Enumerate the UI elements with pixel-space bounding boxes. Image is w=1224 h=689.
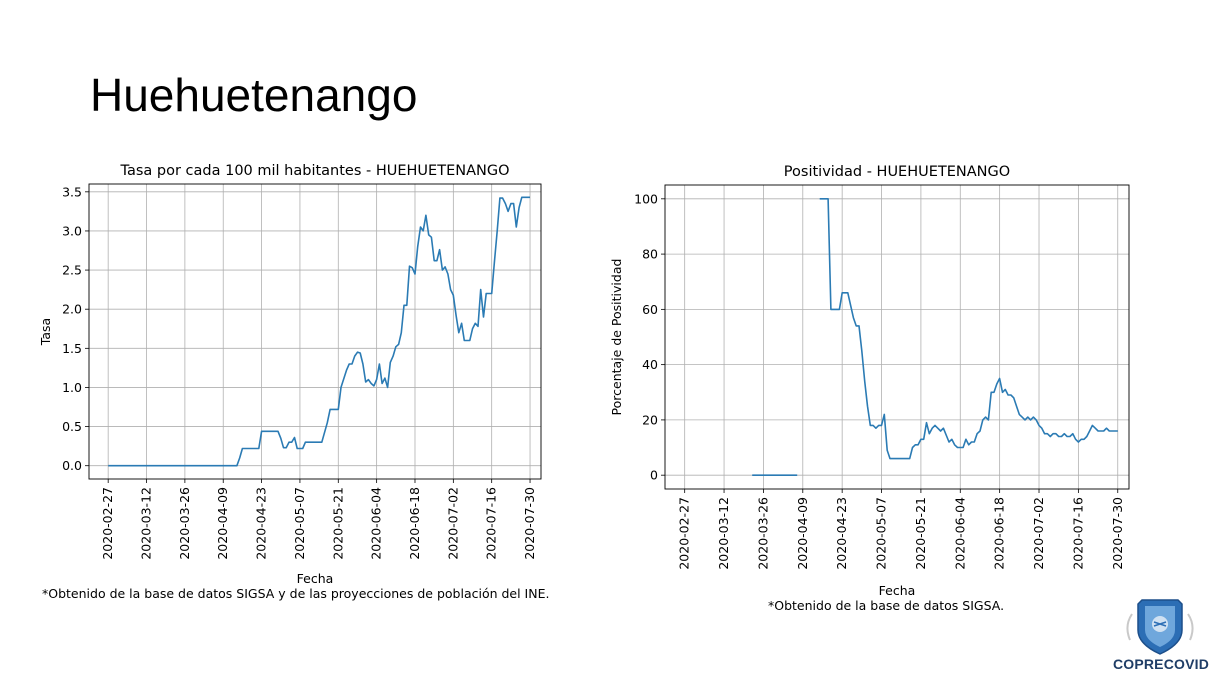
plot-frame	[664, 184, 1130, 490]
y-axis-label: Tasa	[38, 318, 53, 346]
x-tick-label: 2020-04-09	[795, 497, 810, 570]
coprecovid-shield-logo	[1126, 599, 1194, 655]
x-axis-label: Fecha	[297, 571, 334, 586]
y-tick-label: 2.5	[62, 263, 82, 278]
slide-title: Huehuetenango	[90, 69, 418, 121]
x-tick-label: 2020-06-18	[407, 487, 422, 560]
x-tick-label: 2020-07-16	[484, 487, 499, 560]
y-tick-label: 20	[642, 412, 658, 427]
y-tick-label: 80	[642, 247, 658, 262]
source-note-left: *Obtenido de la base de datos SIGSA y de…	[42, 586, 550, 601]
y-tick-label: 60	[642, 302, 658, 317]
x-tick-label: 2020-04-23	[254, 487, 269, 560]
y-tick-label: 3.0	[62, 223, 82, 238]
y-tick-label: 40	[642, 357, 658, 372]
x-tick-label: 2020-03-26	[177, 487, 192, 560]
y-tick-label: 3.5	[62, 184, 82, 199]
x-tick-label: 2020-04-09	[215, 487, 230, 560]
x-tick-label: 2020-07-02	[1031, 497, 1046, 570]
brand-name: COPRECOVID	[1112, 656, 1210, 672]
x-tick-label: 2020-06-18	[992, 497, 1007, 570]
x-tick-label: 2020-02-27	[677, 497, 692, 570]
x-tick-label: 2020-03-12	[139, 487, 154, 560]
x-tick-label: 2020-06-04	[952, 497, 967, 570]
chart-title: Tasa por cada 100 mil habitantes - HUEHU…	[120, 163, 510, 179]
source-note-right: *Obtenido de la base de datos SIGSA.	[768, 598, 1005, 613]
y-tick-label: 0.0	[62, 458, 82, 473]
y-tick-label: 1.0	[62, 380, 82, 395]
x-axis-label: Fecha	[879, 583, 916, 598]
y-tick-label: 100	[634, 191, 658, 206]
x-tick-label: 2020-07-02	[445, 487, 460, 560]
x-tick-label: 2020-05-07	[874, 497, 889, 570]
x-tick-label: 2020-03-12	[716, 497, 731, 570]
x-tick-label: 2020-05-07	[292, 487, 307, 560]
x-tick-label: 2020-05-21	[330, 487, 345, 560]
y-tick-label: 0.5	[62, 419, 82, 434]
y-tick-label: 0	[650, 468, 658, 483]
y-tick-label: 1.5	[62, 341, 82, 356]
x-tick-label: 2020-07-30	[522, 487, 537, 560]
x-tick-label: 2020-07-30	[1110, 497, 1125, 570]
series-line	[108, 196, 530, 467]
x-tick-label: 2020-07-16	[1070, 497, 1085, 570]
chart-title: Positividad - HUEHUETENANGO	[784, 164, 1010, 180]
series-line	[819, 198, 1118, 460]
y-axis-label: Porcentaje de Positividad	[609, 259, 624, 416]
x-tick-label: 2020-04-23	[834, 497, 849, 570]
x-tick-label: 2020-02-27	[100, 487, 115, 560]
x-tick-label: 2020-06-04	[369, 487, 384, 560]
x-tick-label: 2020-05-21	[913, 497, 928, 570]
plot-frame	[88, 183, 542, 480]
x-tick-label: 2020-03-26	[755, 497, 770, 570]
y-tick-label: 2.0	[62, 302, 82, 317]
